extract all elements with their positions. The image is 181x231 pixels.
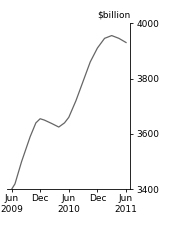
Text: $billion: $billion <box>97 11 130 20</box>
